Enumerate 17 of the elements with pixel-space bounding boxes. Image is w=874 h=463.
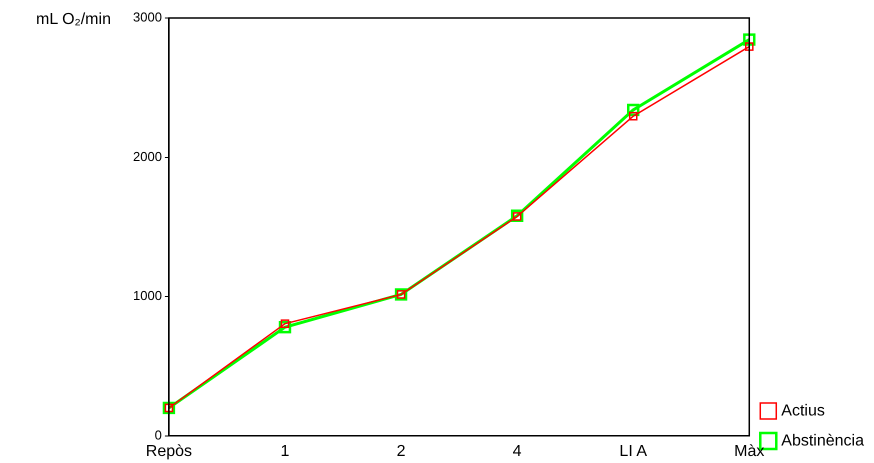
y-tick-label: 2000: [133, 148, 162, 164]
point: [743, 33, 756, 46]
point: [744, 42, 754, 51]
y-tick-label: 1000: [133, 288, 162, 304]
y-tick-label: 3000: [133, 10, 162, 25]
legend-label: Actius: [781, 402, 825, 420]
x-tick-label: 4: [512, 442, 522, 460]
x-tick-label: 1: [280, 442, 290, 460]
legend-label: Abstinència: [781, 432, 864, 450]
y-tick-label: 0: [154, 427, 162, 442]
x-tick-label: 2: [396, 442, 406, 460]
x-tick-label: LI A: [619, 442, 648, 460]
point: [628, 112, 638, 120]
y-axis-title: mL O₂/min: [36, 11, 111, 29]
x-tick-label: Repòs: [146, 442, 192, 460]
point: [510, 210, 524, 222]
x-tick-label: Màx: [734, 442, 764, 460]
